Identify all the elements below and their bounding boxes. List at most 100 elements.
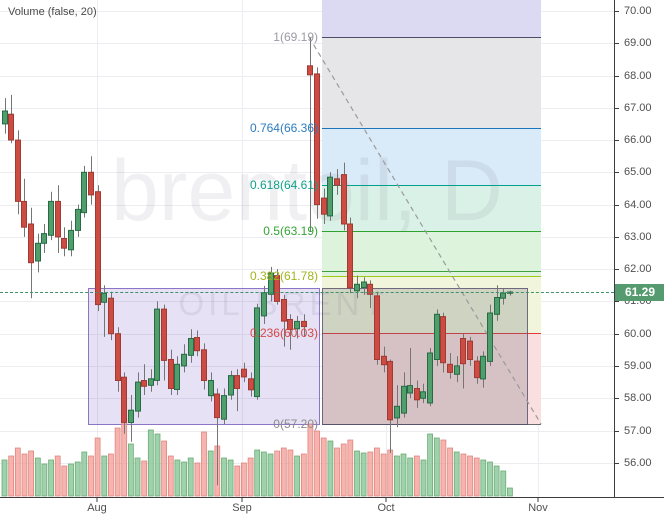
candle-body [168,359,174,389]
candle-body [254,307,260,398]
candle-body [135,381,141,412]
volume-bar [81,451,88,497]
fib-band [322,230,541,277]
candle-body [154,308,160,381]
grid-line-h [0,462,614,464]
price-tick-mark [615,75,619,77]
candle-body [354,283,360,292]
price-tick-mark [615,398,619,400]
volume-bar [493,465,500,497]
candle-body [440,316,446,364]
volume-bar [128,443,134,497]
volume-bar [154,433,161,497]
time-tick-label: Oct [377,502,395,514]
time-tick-mark [537,498,539,502]
volume-bar [274,450,281,497]
candle-body [75,208,81,231]
fib-level-line[interactable] [322,332,541,334]
grid-line-h [0,172,614,174]
fib-level-line[interactable] [322,128,541,130]
volume-bar [347,439,354,497]
candle-body [447,363,453,373]
price-tick-mark [615,365,619,367]
symbol-watermark: brentoil, D [111,143,503,239]
volume-bar [294,455,300,497]
price-tick-label: 70.00 [624,5,652,17]
fib-level-line[interactable] [322,37,541,39]
price-tick-mark [615,236,619,238]
candle-body [21,200,27,228]
price-tick-mark [615,462,619,464]
candle-body [467,340,473,361]
time-tick-mark [385,498,387,502]
volume-bar [320,437,327,497]
time-tick-label: Aug [87,502,107,514]
volume-bar [407,457,414,497]
fib-band [322,0,541,38]
volume-bar [440,439,447,497]
candle-body [214,393,220,419]
candle-body [427,352,433,404]
volume-bar [161,440,167,497]
time-axis[interactable]: Aug Sep Oct Nov [0,497,664,519]
price-tick-label: 57.00 [624,424,652,437]
horizontal-line-drawing[interactable] [322,270,541,272]
volume-bar [147,429,154,497]
candle-body [434,313,440,360]
candle-body [108,297,114,335]
volume-bar [201,431,207,497]
volume-bar [101,455,108,497]
grid-line-h [0,301,614,303]
candle-body [374,295,380,360]
price-tick-label: 58.00 [624,392,652,405]
price-tick-label: 69.00 [624,37,652,50]
candle-body [128,409,134,424]
volume-bar [367,451,374,497]
volume-bar [174,459,181,497]
price-tick-label: 65.00 [624,166,652,179]
price-tick-mark [615,269,619,271]
candle-body [174,363,180,390]
price-tick-label: 59.00 [624,359,652,372]
fib-band [322,128,541,185]
fib-level-line[interactable] [322,276,541,278]
volume-bar [360,452,367,497]
volume-bar [207,450,214,497]
candle-body [401,385,407,414]
time-tick-mark [241,498,243,502]
volume-bar [413,455,420,497]
volume-bar [14,447,21,497]
volume-bar [380,453,387,497]
candle-body [301,320,307,328]
fib-level-line[interactable] [322,230,541,232]
fib-trend-line[interactable] [308,36,542,425]
last-price-line [0,292,614,293]
candle-body [188,338,194,356]
price-pane[interactable]: brentoil, D OIL BRENT 1(69.19) 0.764(66.3… [0,0,614,497]
volume-bar [473,457,480,497]
volume-indicator-legend[interactable]: Volume (false, 20) [8,6,97,18]
rectangle-drawing[interactable] [322,287,528,425]
volume-bar [28,450,34,497]
price-axis[interactable]: 70.00 69.00 68.00 67.00 66.00 65.00 64.00 63.00… [614,0,664,497]
fib-level-line[interactable] [322,184,541,186]
grid-line-h [0,365,614,367]
price-tick-label: 68.00 [624,69,652,82]
volume-bar [433,437,440,497]
volume-bar [500,470,507,497]
candle-body [115,333,121,382]
price-tick-mark [615,333,619,335]
price-tick-mark [615,172,619,174]
volume-bar [41,463,48,497]
grid-line-h [0,107,614,109]
volume-bar [68,463,74,497]
time-tick-label: Nov [528,502,548,514]
candle-body [414,388,420,401]
candle-body [261,292,267,317]
grid-line-v [242,0,243,497]
volume-bar [187,457,194,497]
candle-body [387,360,393,421]
last-price-badge: 61.29 [615,283,664,301]
grid-line-h [0,75,614,77]
